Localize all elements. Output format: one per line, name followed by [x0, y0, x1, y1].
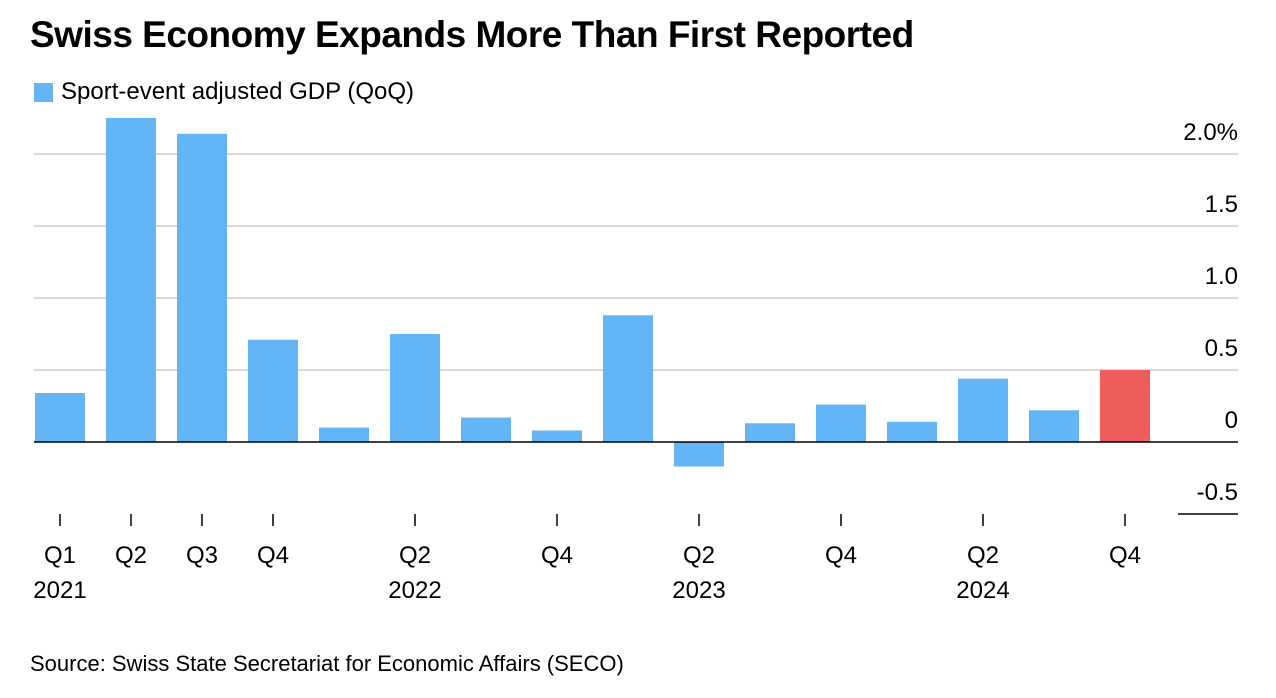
axis-labels: 2.0% 1.5 1.0 0.5 0 -0.5 Q1 2021 Q2 Q3 Q4 Q2 2022 Q4 Q2…: [33, 119, 1238, 604]
x-tick-label: Q3: [186, 542, 218, 569]
bar: [887, 421, 937, 442]
x-tick-label: Q2: [115, 542, 147, 569]
y-tick-label: 1.5: [1205, 191, 1238, 218]
x-tick-label: Q4: [541, 542, 573, 569]
y-tick-label: 1.0: [1205, 263, 1238, 290]
source-note: Source: Swiss State Secretariat for Econ…: [30, 651, 624, 676]
x-tick-label: Q4: [257, 542, 289, 569]
bar: [35, 393, 85, 442]
legend-label: Sport-event adjusted GDP (QoQ): [61, 78, 415, 105]
bar: [816, 404, 866, 442]
x-year-label: 2022: [388, 577, 441, 604]
x-tick-label: Q4: [1109, 542, 1141, 569]
bar: [958, 378, 1008, 442]
bar: [461, 417, 511, 442]
x-tick-label: Q2: [683, 542, 715, 569]
bar: [319, 427, 369, 442]
y-tick-label: 0.5: [1205, 335, 1238, 362]
bar: [248, 339, 298, 442]
x-tick-label: Q4: [825, 542, 857, 569]
legend: Sport-event adjusted GDP (QoQ): [34, 78, 414, 106]
bar: [177, 133, 227, 442]
bar: [674, 442, 724, 467]
chart-title: Swiss Economy Expands More Than First Re…: [30, 14, 914, 55]
y-tick-label: 2.0%: [1183, 119, 1238, 146]
x-year-label: 2021: [33, 577, 86, 604]
bar: [745, 423, 795, 442]
bar: [390, 334, 440, 442]
x-tick-label: Q1: [44, 542, 76, 569]
legend-swatch: [34, 82, 53, 102]
x-year-label: 2024: [956, 577, 1009, 604]
x-tick-label: Q2: [399, 542, 431, 569]
y-tick-label: -0.5: [1197, 479, 1238, 506]
bar: [106, 118, 156, 442]
y-tick-label: 0: [1225, 407, 1238, 434]
x-year-label: 2023: [672, 577, 725, 604]
axes: [34, 441, 1238, 526]
bar: [532, 430, 582, 442]
x-tick-label: Q2: [967, 542, 999, 569]
bar: [603, 315, 653, 442]
bar: [1029, 410, 1079, 442]
bars: [35, 118, 1150, 467]
bar: [1100, 370, 1150, 442]
